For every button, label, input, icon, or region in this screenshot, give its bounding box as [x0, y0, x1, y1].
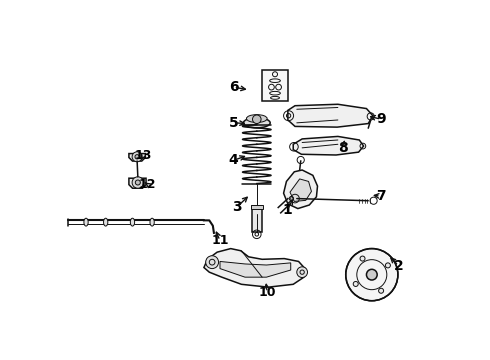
Ellipse shape	[103, 218, 108, 226]
Text: 11: 11	[211, 234, 229, 247]
Text: 9: 9	[377, 112, 386, 126]
Circle shape	[386, 263, 391, 268]
Ellipse shape	[246, 114, 267, 122]
Polygon shape	[220, 261, 291, 277]
Polygon shape	[284, 170, 318, 208]
Polygon shape	[204, 249, 305, 287]
Text: 1: 1	[282, 203, 292, 217]
Circle shape	[346, 249, 398, 301]
Circle shape	[252, 115, 261, 123]
Polygon shape	[129, 178, 146, 188]
Ellipse shape	[150, 218, 154, 226]
Circle shape	[135, 180, 140, 185]
Circle shape	[379, 288, 384, 293]
Polygon shape	[129, 154, 146, 161]
Ellipse shape	[130, 218, 135, 226]
Circle shape	[367, 269, 377, 280]
Text: 13: 13	[134, 149, 152, 162]
Circle shape	[135, 155, 139, 159]
Bar	[251, 205, 263, 208]
Text: 5: 5	[229, 116, 239, 130]
Polygon shape	[293, 136, 364, 155]
Polygon shape	[290, 179, 312, 202]
Text: 2: 2	[394, 259, 403, 273]
Ellipse shape	[84, 218, 88, 226]
Circle shape	[297, 267, 308, 278]
Circle shape	[360, 256, 365, 261]
Text: 3: 3	[232, 200, 242, 214]
Text: 10: 10	[258, 286, 276, 299]
Bar	[252, 206, 262, 232]
Text: 12: 12	[139, 178, 156, 191]
Circle shape	[132, 152, 142, 162]
Ellipse shape	[244, 118, 270, 128]
Circle shape	[206, 256, 219, 269]
Circle shape	[132, 177, 144, 188]
Bar	[262, 70, 288, 102]
Text: 6: 6	[229, 80, 238, 94]
Polygon shape	[288, 104, 373, 127]
Text: 4: 4	[229, 153, 239, 167]
Text: 8: 8	[339, 141, 348, 155]
Text: 7: 7	[376, 189, 386, 203]
Circle shape	[353, 282, 358, 287]
